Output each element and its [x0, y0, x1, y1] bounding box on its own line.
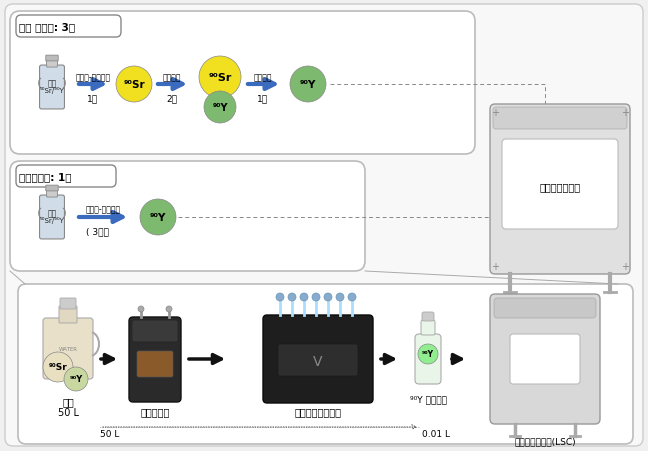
- Circle shape: [336, 293, 344, 301]
- Text: 0.01 L: 0.01 L: [422, 429, 450, 438]
- Circle shape: [140, 199, 176, 235]
- Text: 영속평형: 영속평형: [163, 74, 181, 83]
- Text: 전처리장치: 전처리장치: [141, 406, 170, 416]
- Circle shape: [288, 293, 296, 301]
- Text: 신속분석법: 1일: 신속분석법: 1일: [19, 172, 71, 182]
- Text: WATER: WATER: [58, 347, 78, 352]
- FancyBboxPatch shape: [422, 312, 434, 321]
- FancyBboxPatch shape: [10, 161, 365, 272]
- Text: 액체심박계수기(LSC): 액체심박계수기(LSC): [514, 437, 576, 446]
- Circle shape: [312, 293, 320, 301]
- FancyBboxPatch shape: [16, 166, 116, 188]
- Text: ⁹⁰Sr: ⁹⁰Sr: [208, 73, 232, 83]
- Circle shape: [348, 293, 356, 301]
- FancyBboxPatch shape: [46, 56, 58, 62]
- FancyBboxPatch shape: [16, 16, 121, 38]
- Text: V: V: [313, 354, 323, 368]
- Text: +: +: [491, 108, 499, 118]
- FancyBboxPatch shape: [502, 140, 618, 230]
- FancyBboxPatch shape: [132, 320, 178, 342]
- Polygon shape: [46, 190, 58, 198]
- Circle shape: [300, 293, 308, 301]
- Circle shape: [116, 67, 152, 103]
- Text: 화학분리: 화학분리: [254, 74, 272, 83]
- FancyBboxPatch shape: [59, 306, 77, 323]
- Text: 전처리-화학분리: 전처리-화학분리: [86, 205, 121, 214]
- Circle shape: [204, 92, 236, 124]
- Circle shape: [324, 293, 332, 301]
- Text: 자동핵종분리장치: 자동핵종분리장치: [294, 406, 341, 416]
- FancyBboxPatch shape: [40, 66, 64, 110]
- Text: 1일: 1일: [257, 94, 268, 103]
- Text: +: +: [491, 262, 499, 272]
- Text: ⁹⁰Y: ⁹⁰Y: [150, 212, 166, 222]
- Text: 전처리-화학분리: 전처리-화학분리: [75, 74, 111, 83]
- Circle shape: [43, 352, 73, 382]
- Circle shape: [199, 57, 241, 99]
- Text: ⁹⁰Y: ⁹⁰Y: [300, 80, 316, 90]
- FancyBboxPatch shape: [40, 196, 64, 239]
- FancyBboxPatch shape: [278, 344, 358, 376]
- Text: ⁹⁰Sr/⁹⁰Y: ⁹⁰Sr/⁹⁰Y: [40, 217, 64, 224]
- Text: 시료: 시료: [47, 79, 56, 88]
- Text: ⁹⁰Y: ⁹⁰Y: [422, 350, 434, 359]
- FancyBboxPatch shape: [46, 186, 58, 192]
- Circle shape: [138, 306, 144, 312]
- FancyBboxPatch shape: [494, 299, 596, 318]
- FancyBboxPatch shape: [129, 318, 181, 402]
- Circle shape: [276, 293, 284, 301]
- Circle shape: [418, 344, 438, 364]
- Text: 시료: 시료: [47, 209, 56, 218]
- FancyBboxPatch shape: [510, 334, 580, 384]
- FancyBboxPatch shape: [493, 108, 627, 130]
- FancyBboxPatch shape: [43, 318, 93, 379]
- Text: +: +: [621, 108, 629, 118]
- FancyBboxPatch shape: [18, 285, 633, 444]
- Circle shape: [166, 306, 172, 312]
- FancyBboxPatch shape: [263, 315, 373, 403]
- FancyBboxPatch shape: [490, 295, 600, 424]
- Text: 50 L: 50 L: [58, 407, 78, 417]
- Text: ⁹⁰Sr/⁹⁰Y: ⁹⁰Sr/⁹⁰Y: [40, 87, 64, 94]
- Circle shape: [64, 367, 88, 391]
- Text: 해수: 해수: [62, 396, 74, 406]
- Polygon shape: [46, 60, 58, 68]
- Text: ⁹⁰Sr: ⁹⁰Sr: [49, 363, 67, 372]
- Text: 1주: 1주: [87, 94, 98, 103]
- Circle shape: [290, 67, 326, 103]
- FancyBboxPatch shape: [490, 105, 630, 274]
- Text: 50 L: 50 L: [100, 429, 119, 438]
- FancyBboxPatch shape: [60, 299, 76, 309]
- Text: ⁹⁰Y: ⁹⁰Y: [213, 103, 227, 113]
- FancyBboxPatch shape: [10, 12, 475, 155]
- Text: ⁹⁰Y 정제용액: ⁹⁰Y 정제용액: [410, 395, 446, 404]
- Text: 액체심박계수기: 액체심박계수기: [539, 182, 581, 192]
- FancyBboxPatch shape: [5, 5, 643, 446]
- Text: 현행 분석법: 3주: 현행 분석법: 3주: [19, 22, 75, 32]
- Text: ⁹⁰Sr: ⁹⁰Sr: [123, 80, 145, 90]
- FancyBboxPatch shape: [421, 320, 435, 335]
- FancyBboxPatch shape: [415, 334, 441, 384]
- Text: ⁹⁰Y: ⁹⁰Y: [69, 375, 83, 384]
- Text: 2주: 2주: [167, 94, 178, 103]
- Text: ( 3시간: ( 3시간: [86, 227, 108, 236]
- Text: +: +: [621, 262, 629, 272]
- FancyBboxPatch shape: [137, 351, 173, 377]
- Text: (측정 7 시간): (측정 7 시간): [538, 301, 582, 311]
